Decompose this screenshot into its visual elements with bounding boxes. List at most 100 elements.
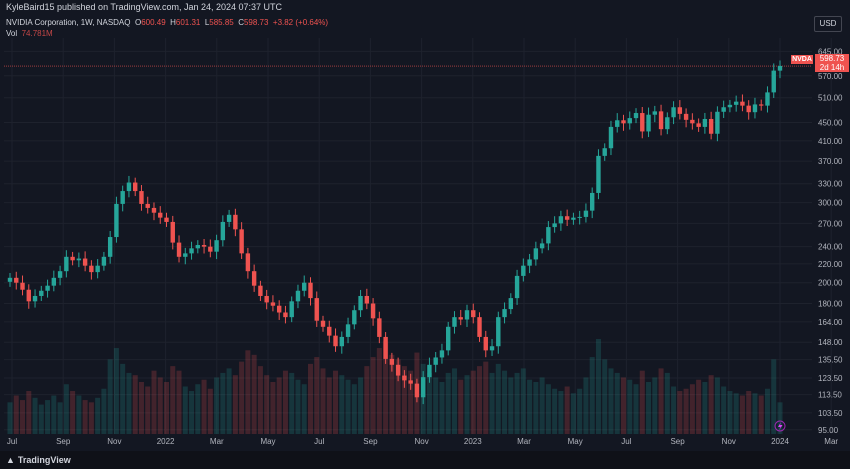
volume-bar [189, 391, 195, 434]
tradingview-logo[interactable]: ▲ TradingView [6, 455, 71, 465]
volume-bar [251, 354, 257, 434]
candle-body [358, 295, 363, 311]
volume-bar [63, 384, 69, 434]
candle-body [458, 317, 463, 320]
price-tick-label: 240.00 [818, 243, 843, 252]
time-tick-label: 2024 [771, 437, 789, 446]
candle-body [464, 310, 470, 320]
close-label: C [238, 18, 244, 27]
candle-body [183, 253, 188, 257]
candle-body [420, 377, 426, 398]
price-tick-label: 370.00 [818, 157, 843, 166]
price-tick-label: 113.50 [818, 391, 842, 400]
candle-body [690, 119, 695, 124]
candle-body [364, 295, 370, 304]
candle-body [201, 245, 207, 247]
price-axis[interactable]: 95.00 103.50 113.50 123.50 135.50 148.00 164.0… [818, 47, 843, 434]
candle-body [26, 289, 31, 302]
time-tick-label: Mar [210, 437, 224, 446]
candle-body [621, 120, 626, 124]
candle-body [289, 301, 294, 318]
candle-body [427, 364, 432, 378]
volume-bar [132, 375, 138, 434]
alert-icon[interactable] [774, 420, 786, 432]
volume-bar [602, 359, 608, 434]
candle-body [702, 118, 708, 127]
tradingview-logo-icon: ▲ [6, 455, 15, 465]
candle-body [395, 364, 401, 376]
candle-body [521, 265, 526, 276]
candle-body [727, 104, 733, 108]
volume-value: 74.781M [21, 29, 53, 38]
volume-bar [145, 386, 151, 434]
volume-bar [95, 397, 101, 434]
candle-body [665, 117, 670, 130]
candle-body [370, 303, 376, 319]
candle-body [439, 350, 445, 358]
candle-body [327, 326, 332, 336]
volume-bar [126, 372, 132, 434]
currency-button[interactable]: USD [814, 16, 842, 32]
open-label: O [134, 18, 142, 27]
candle-body [514, 275, 520, 299]
candle-body [345, 324, 351, 337]
candle-body [589, 192, 595, 211]
candle-body [502, 309, 507, 318]
candle-body [740, 101, 745, 106]
volume-bar [138, 381, 144, 434]
change-value: +3.82 (+0.64%) [272, 18, 329, 27]
volume-bar [639, 370, 645, 434]
volume-bar [595, 339, 601, 434]
candle-body [527, 259, 532, 266]
candle-body [683, 113, 689, 120]
candle-body [245, 253, 251, 272]
volume-bar [88, 402, 94, 434]
candle-body [496, 317, 501, 347]
volume-bar [164, 381, 170, 434]
candle-body [558, 216, 564, 224]
time-tick-label: Mar [824, 437, 838, 446]
candle-body [633, 113, 639, 119]
candle-body [596, 155, 601, 193]
volume-bar [558, 391, 564, 434]
volume-bar [627, 379, 633, 434]
volume-bar [433, 377, 439, 434]
candles[interactable] [7, 60, 783, 405]
candle-body [433, 357, 438, 365]
candle-body [733, 101, 739, 105]
volume-bar [333, 370, 339, 434]
candle-body [746, 105, 751, 113]
volume-bar [113, 348, 119, 434]
candle-body [571, 217, 576, 220]
volume-bar [401, 366, 407, 434]
time-tick-label: Jul [621, 437, 631, 446]
volume-bar [589, 357, 595, 434]
candle-body [446, 326, 451, 351]
volume-bar [220, 372, 226, 434]
volume-bar [45, 400, 51, 434]
volume-bar [82, 400, 88, 434]
time-axis[interactable]: Jul Sep Nov 2022 Mar May Jul Sep Nov 2023 Mar May Ju… [7, 437, 839, 446]
volume-bar [176, 370, 182, 434]
volume-bar [408, 370, 414, 434]
publisher-bar: KyleBaird15 published on TradingView.com… [0, 0, 850, 14]
candle-body [389, 358, 395, 365]
volume-bar [370, 357, 376, 434]
time-tick-label: May [260, 437, 275, 446]
volume-bar [107, 359, 113, 434]
price-tick-label: 450.00 [818, 118, 843, 127]
time-tick-label: May [568, 437, 583, 446]
high-label: H [170, 18, 176, 27]
time-tick-label: Jul [314, 437, 324, 446]
candle-body [220, 221, 226, 241]
candle-body [51, 277, 57, 286]
volume-bar [339, 375, 345, 434]
volume-bar [508, 377, 514, 434]
candle-body [602, 148, 607, 156]
candle-body [339, 336, 344, 347]
volume-bar [351, 384, 357, 434]
volume-bar [439, 381, 445, 434]
candle-body [489, 346, 495, 351]
candle-body [20, 282, 25, 290]
